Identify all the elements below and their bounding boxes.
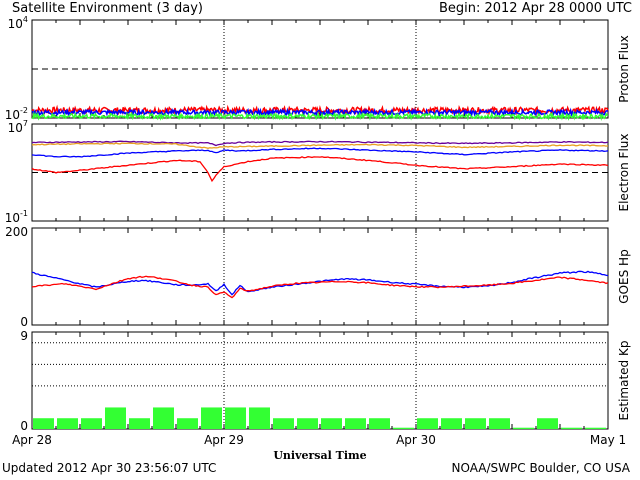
y-tick-exponent: 4: [23, 15, 28, 24]
updated-timestamp: Updated 2012 Apr 30 23:56:07 UTC: [2, 461, 217, 475]
begin-time: Begin: 2012 Apr 28 0000 UTC: [438, 1, 632, 16]
panel-frame: [31, 227, 609, 326]
y-tick-label: 104: [8, 15, 28, 31]
series-line-green: [31, 111, 609, 122]
y-tick-label: 0: [20, 315, 28, 329]
y-tick-label: 200: [5, 225, 28, 239]
kp-bar: [393, 427, 414, 429]
kp-bar: [81, 418, 102, 429]
kp-bar: [201, 407, 222, 429]
kp-bar: [561, 427, 582, 429]
y-tick-label: 9: [20, 329, 28, 343]
kp-bar: [345, 418, 366, 429]
panel-frame: [31, 19, 609, 119]
y-tick-label: 107: [8, 119, 28, 135]
series-line-red: [31, 275, 609, 299]
kp-bar: [441, 418, 462, 429]
x-tick-label: Apr 30: [396, 433, 436, 447]
panel-title: Electron Flux: [617, 134, 631, 212]
kp-bar: [177, 418, 198, 429]
kp-bar: [105, 407, 126, 429]
kp-bar: [57, 418, 78, 429]
kp-bar: [585, 427, 606, 429]
y-tick-exponent: -1: [20, 209, 28, 218]
series-line-purple: [31, 140, 609, 147]
x-tick-label: Apr 28: [12, 433, 52, 447]
x-tick-label: May 1: [590, 433, 626, 447]
kp-bar: [417, 418, 438, 429]
kp-bar: [153, 407, 174, 429]
series-line-red: [31, 156, 609, 183]
kp-bar: [369, 418, 390, 429]
chart-title: Satellite Environment (3 day): [12, 1, 203, 16]
y-tick-label: 10-1: [5, 209, 28, 225]
series-line-blue: [31, 107, 609, 118]
kp-bar: [129, 418, 150, 429]
kp-bar: [225, 407, 246, 429]
y-tick-exponent: 7: [23, 119, 28, 128]
y-tick-label: 0: [20, 419, 28, 433]
series-line-orange: [31, 142, 609, 149]
panel-title: Proton Flux: [617, 35, 631, 102]
kp-bar: [513, 427, 534, 429]
series-line-blue: [31, 147, 609, 158]
kp-bar: [321, 418, 342, 429]
kp-bar: [465, 418, 486, 429]
panel-title: Estimated Kp: [617, 341, 631, 421]
series-line-blue: [31, 270, 609, 296]
panel-title: GOES Hp: [617, 249, 631, 303]
x-axis-label: Universal Time: [273, 449, 367, 462]
panel-frame: [31, 123, 609, 222]
kp-bar: [249, 407, 270, 429]
kp-bar: [537, 418, 558, 429]
x-tick-label: Apr 29: [204, 433, 244, 447]
y-tick-exponent: -2: [20, 106, 28, 115]
kp-bar: [33, 418, 54, 429]
kp-bar: [273, 418, 294, 429]
kp-bar: [489, 418, 510, 429]
kp-bar: [297, 418, 318, 429]
source-credit: NOAA/SWPC Boulder, CO USA: [451, 461, 630, 475]
